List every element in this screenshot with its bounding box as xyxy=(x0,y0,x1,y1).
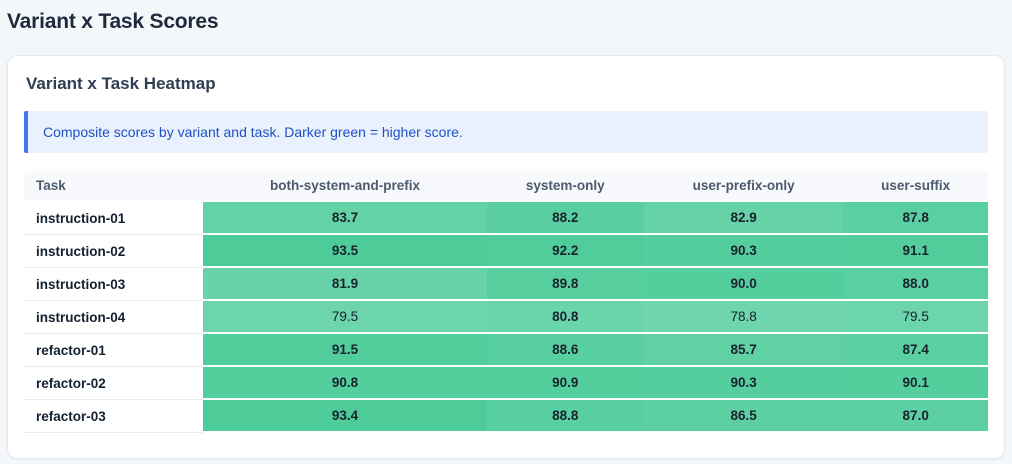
score-cell: 87.4 xyxy=(843,334,988,367)
score-cell: 87.8 xyxy=(843,202,988,235)
column-header-task: Task xyxy=(24,171,203,202)
task-cell: instruction-03 xyxy=(24,268,203,301)
heatmap-table: Taskboth-system-and-prefixsystem-onlyuse… xyxy=(24,171,988,433)
score-cell: 80.8 xyxy=(487,301,644,334)
task-cell: instruction-04 xyxy=(24,301,203,334)
score-cell: 90.1 xyxy=(843,367,988,400)
score-cell: 83.7 xyxy=(203,202,486,235)
card-title: Variant x Task Heatmap xyxy=(26,74,988,94)
page: Variant x Task Scores Variant x Task Hea… xyxy=(0,0,1012,459)
score-cell: 79.5 xyxy=(203,301,486,334)
table-row: refactor-0191.588.685.787.4 xyxy=(24,334,988,367)
score-cell: 79.5 xyxy=(843,301,988,334)
score-cell: 90.3 xyxy=(644,235,844,268)
task-cell: refactor-03 xyxy=(24,400,203,433)
info-callout-text: Composite scores by variant and task. Da… xyxy=(43,124,463,140)
score-cell: 88.8 xyxy=(487,400,644,433)
score-cell: 88.2 xyxy=(487,202,644,235)
table-row: refactor-0393.488.886.587.0 xyxy=(24,400,988,433)
column-header-variant: user-prefix-only xyxy=(644,171,844,202)
score-cell: 82.9 xyxy=(644,202,844,235)
task-cell: instruction-02 xyxy=(24,235,203,268)
score-cell: 87.0 xyxy=(843,400,988,433)
table-row: instruction-0293.592.290.391.1 xyxy=(24,235,988,268)
table-row: instruction-0381.989.890.088.0 xyxy=(24,268,988,301)
table-row: instruction-0479.580.878.879.5 xyxy=(24,301,988,334)
page-title: Variant x Task Scores xyxy=(7,8,1005,35)
heatmap-header: Taskboth-system-and-prefixsystem-onlyuse… xyxy=(24,171,988,202)
score-cell: 90.9 xyxy=(487,367,644,400)
score-cell: 90.0 xyxy=(644,268,844,301)
score-cell: 88.6 xyxy=(487,334,644,367)
column-header-variant: system-only xyxy=(487,171,644,202)
heatmap-body: instruction-0183.788.282.987.8instructio… xyxy=(24,202,988,433)
score-cell: 91.1 xyxy=(843,235,988,268)
score-cell: 86.5 xyxy=(644,400,844,433)
column-header-variant: both-system-and-prefix xyxy=(203,171,486,202)
score-cell: 93.4 xyxy=(203,400,486,433)
task-cell: refactor-02 xyxy=(24,367,203,400)
task-cell: refactor-01 xyxy=(24,334,203,367)
task-cell: instruction-01 xyxy=(24,202,203,235)
score-cell: 90.8 xyxy=(203,367,486,400)
score-cell: 88.0 xyxy=(843,268,988,301)
table-row: refactor-0290.890.990.390.1 xyxy=(24,367,988,400)
score-cell: 91.5 xyxy=(203,334,486,367)
info-callout: Composite scores by variant and task. Da… xyxy=(24,111,988,153)
score-cell: 92.2 xyxy=(487,235,644,268)
score-cell: 93.5 xyxy=(203,235,486,268)
table-row: instruction-0183.788.282.987.8 xyxy=(24,202,988,235)
score-cell: 81.9 xyxy=(203,268,486,301)
column-header-variant: user-suffix xyxy=(843,171,988,202)
score-cell: 90.3 xyxy=(644,367,844,400)
heatmap-card: Variant x Task Heatmap Composite scores … xyxy=(7,55,1005,459)
heatmap-header-row: Taskboth-system-and-prefixsystem-onlyuse… xyxy=(24,171,988,202)
score-cell: 85.7 xyxy=(644,334,844,367)
score-cell: 78.8 xyxy=(644,301,844,334)
score-cell: 89.8 xyxy=(487,268,644,301)
